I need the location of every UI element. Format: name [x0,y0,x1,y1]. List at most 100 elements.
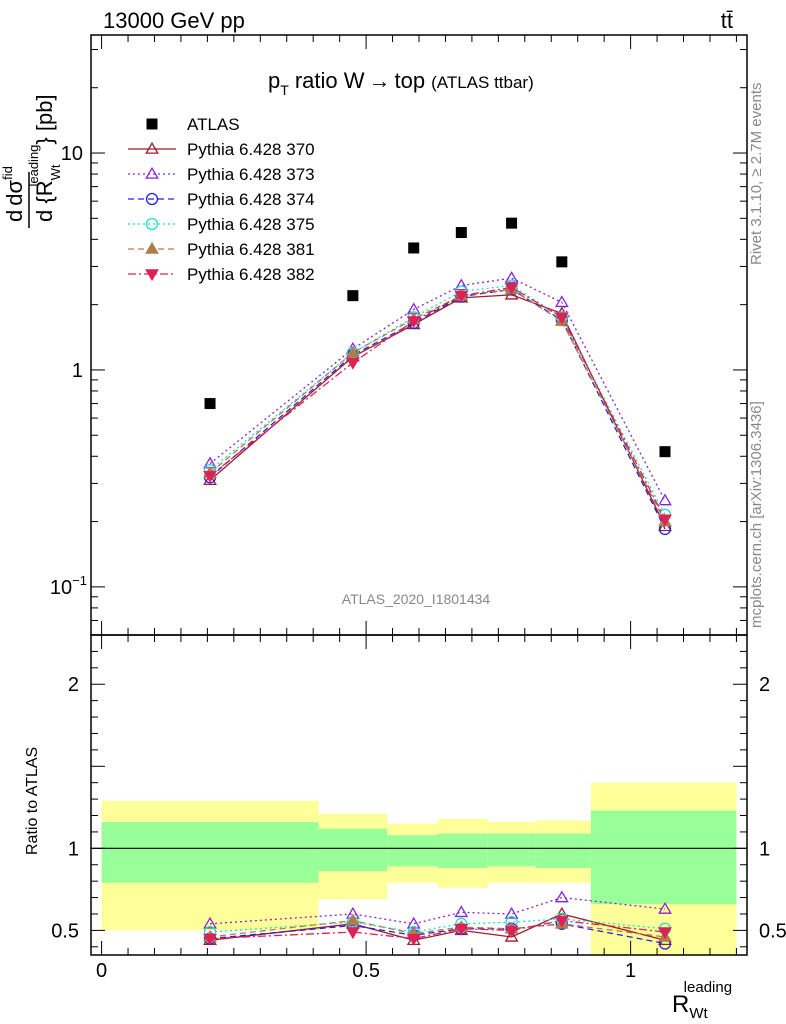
ratio-uncertainty-bands [101,782,737,955]
main-point-pythia-6-428-382-6 [658,514,672,527]
green-band-2 [387,835,438,867]
main-point-pythia-6-428-382-5 [554,312,569,325]
main-point-pythia-6-428-373-4 [504,271,519,283]
legend-label: Pythia 6.428 375 [187,215,315,234]
ratio-point-pythia-6-428-382-2 [406,933,421,946]
ratio-y-tick-label: 0.5 [51,920,79,942]
tick-labels: 0 0.5 1 10−1 1 10 0.5 0.5 1 1 2 2 [50,143,786,982]
ratio-point-pythia-6-428-382-3 [454,923,469,936]
ratio-point-pythia-6-428-373-6 [658,901,672,914]
main-series-pythia-6-428-374 [203,283,672,536]
legend-label: Pythia 6.428 370 [187,140,315,159]
legend-item-pythia-6-428-382: Pythia 6.428 382 [128,265,315,284]
legend-item-atlas: ATLAS [146,115,240,134]
legend-label: Pythia 6.428 382 [187,265,315,284]
legend-marker-pythia-6-428-375 [145,217,159,231]
ratio-point-pythia-6-428-381-1 [345,913,360,926]
main-point-atlas-1 [347,290,359,302]
main-point-atlas-6 [659,446,671,458]
green-band-5 [535,833,591,869]
x-tick-label: 0.5 [352,960,380,982]
ylabel-numerator: ddσfid [0,166,27,222]
ratio-point-pythia-6-428-373-4 [504,906,519,919]
legend-marker-pythia-6-428-381 [145,241,159,254]
main-point-pythia-6-428-373-5 [554,295,569,308]
legend-marker-pythia-6-428-370 [145,141,159,154]
legend-marker-pythia-6-428-373 [145,166,159,179]
ratio-point-pythia-6-428-382-6 [658,927,672,940]
ratio-y-tick-label-right: 0.5 [759,920,786,942]
main-series-pythia-6-428-370 [203,287,672,532]
legend-label: Pythia 6.428 373 [187,165,315,184]
ratio-point-pythia-6-428-382-1 [345,927,360,940]
ylabel-denominator: d {RWtleading} [pb] [26,94,63,222]
main-point-atlas-2 [408,242,420,254]
main-line-pythia-6-428-375 [209,284,666,516]
main-series-atlas [204,217,671,458]
ratio-y-tick-label: 1 [68,838,79,860]
main-line-pythia-6-428-373 [209,277,666,501]
main-line-pythia-6-428-381 [209,288,666,522]
legend-item-pythia-6-428-381: Pythia 6.428 381 [128,240,315,259]
main-point-pythia-6-428-381-1 [345,345,360,358]
legend-item-pythia-6-428-373: Pythia 6.428 373 [128,165,315,184]
main-y-tick-label: 10 [61,143,83,165]
main-line-pythia-6-428-374 [209,288,666,530]
legend-marker-pythia-6-428-374 [145,192,159,206]
ratio-point-pythia-6-428-373-0 [203,916,217,929]
main-point-atlas-3 [455,227,467,239]
ratio-point-pythia-6-428-373-5 [554,890,569,903]
main-y-axis-label: ddσfid d {RWtleading} [pb] [0,94,63,228]
legend-label: Pythia 6.428 374 [187,190,315,209]
x-tick-label: 1 [625,960,636,982]
main-y-tick-label: 1 [72,360,83,382]
legend-item-pythia-6-428-375: Pythia 6.428 375 [128,215,315,234]
main-point-pythia-6-428-370-0 [203,473,217,486]
ratio-point-pythia-6-428-382-0 [203,933,217,946]
ratio-point-pythia-6-428-373-3 [454,905,469,918]
main-line-pythia-6-428-382 [209,286,666,520]
green-band-1 [318,828,388,872]
main-line-pythia-6-428-370 [209,294,666,527]
series-layer [203,217,672,950]
x-axis-label: RWtleading [672,979,732,1022]
legend-item-pythia-6-428-370: Pythia 6.428 370 [128,140,315,159]
main-point-pythia-6-428-382-1 [345,357,360,370]
ratio-y-tick-label-right: 1 [759,838,770,860]
main-point-atlas-4 [506,217,518,229]
legend: ATLAS Pythia 6.428 370 Pythia 6.428 373 Pyt… [128,115,315,284]
main-point-atlas-0 [204,398,216,410]
ratio-series-pythia-6-428-382 [203,915,672,946]
ratio-y-tick-label-right: 2 [759,674,770,696]
legend-marker-pythia-6-428-382 [145,269,159,282]
legend-label: Pythia 6.428 381 [187,240,315,259]
main-point-pythia-6-428-382-0 [203,471,217,483]
main-point-pythia-6-428-382-4 [504,282,519,295]
green-band-4 [487,833,536,867]
green-band-6 [590,810,737,905]
plot-title: pT ratio W → top (ATLAS ttbar) [268,68,534,98]
ratio-point-pythia-6-428-382-5 [554,915,569,928]
process-label: tt̄ [721,8,733,33]
ratio-point-pythia-6-428-382-4 [504,925,519,938]
rivet-label: Rivet 3.1.10, ≥ 2.7M events [748,83,765,266]
main-series-pythia-6-428-381 [203,282,672,527]
ratio-line-pythia-6-428-373 [209,896,666,925]
green-band-3 [437,833,488,869]
green-band-0 [101,822,319,883]
axes [90,34,748,956]
main-point-pythia-6-428-382-2 [406,316,421,329]
mcplots-label: mcplots.cern.ch [arXiv:1306.3436] [748,401,765,628]
ratio-point-pythia-6-428-370-4 [504,929,519,942]
legend-label: ATLAS [187,115,240,134]
x-tick-label: 0 [96,960,107,982]
legend-item-pythia-6-428-374: Pythia 6.428 374 [128,190,315,209]
ratio-y-axis-label: Ratio to ATLAS [24,747,41,855]
ratio-y-tick-label: 2 [68,674,79,696]
main-y-tick-label: 10−1 [50,573,87,599]
main-series-pythia-6-428-375 [203,279,672,521]
main-point-pythia-6-428-373-6 [658,493,672,506]
analysis-watermark: ATLAS_2020_I1801434 [342,591,491,607]
main-point-pythia-6-428-382-3 [454,290,469,303]
